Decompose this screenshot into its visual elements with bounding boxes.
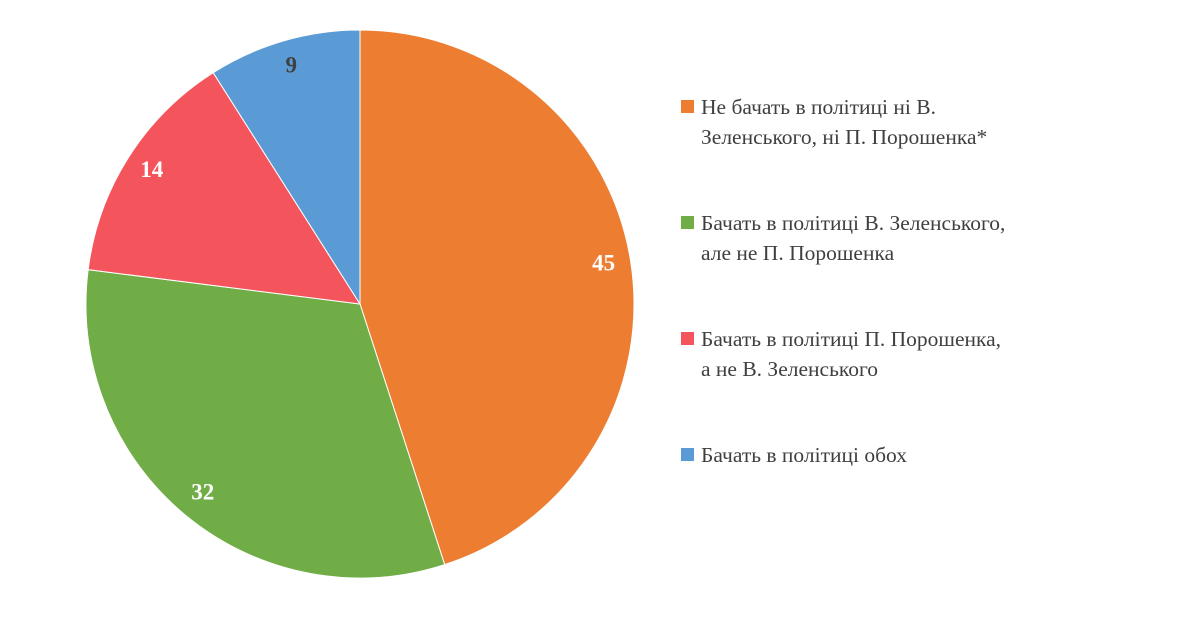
- pie-value-label: 32: [191, 479, 214, 504]
- legend-swatch-blue: [681, 448, 694, 461]
- legend-swatch-green: [681, 216, 694, 229]
- legend-item-zelensky-only: Бачать в політиці В. Зеленського, але не…: [681, 208, 1041, 268]
- legend-swatch-red: [681, 332, 694, 345]
- pie-value-label: 14: [140, 157, 164, 182]
- pie-value-label: 45: [592, 251, 615, 276]
- legend-item-both: Бачать в політиці обох: [681, 440, 1041, 470]
- legend-label-none: Не бачать в політиці ні В. Зеленського, …: [701, 95, 988, 149]
- chart-legend: Не бачать в політиці ні В. Зеленського, …: [681, 92, 1041, 470]
- legend-item-none: Не бачать в політиці ні В. Зеленського, …: [681, 92, 1041, 152]
- pie-slice-1: [85, 269, 446, 579]
- pie-slice-2: [87, 71, 361, 305]
- legend-label-poroshenko-only: Бачать в політиці П. Порошенка, а не В. …: [701, 327, 1002, 381]
- legend-label-both: Бачать в політиці обох: [701, 443, 908, 467]
- pie-slice-3: [212, 29, 361, 306]
- pie-slice-0: [359, 29, 635, 566]
- legend-item-poroshenko-only: Бачать в політиці П. Порошенка, а не В. …: [681, 324, 1041, 384]
- legend-swatch-orange: [681, 100, 694, 113]
- pie-chart: 45 32 14 9: [85, 29, 635, 579]
- legend-label-zelensky-only: Бачать в політиці В. Зеленського, але не…: [701, 211, 1006, 265]
- pie-value-label: 9: [285, 52, 297, 77]
